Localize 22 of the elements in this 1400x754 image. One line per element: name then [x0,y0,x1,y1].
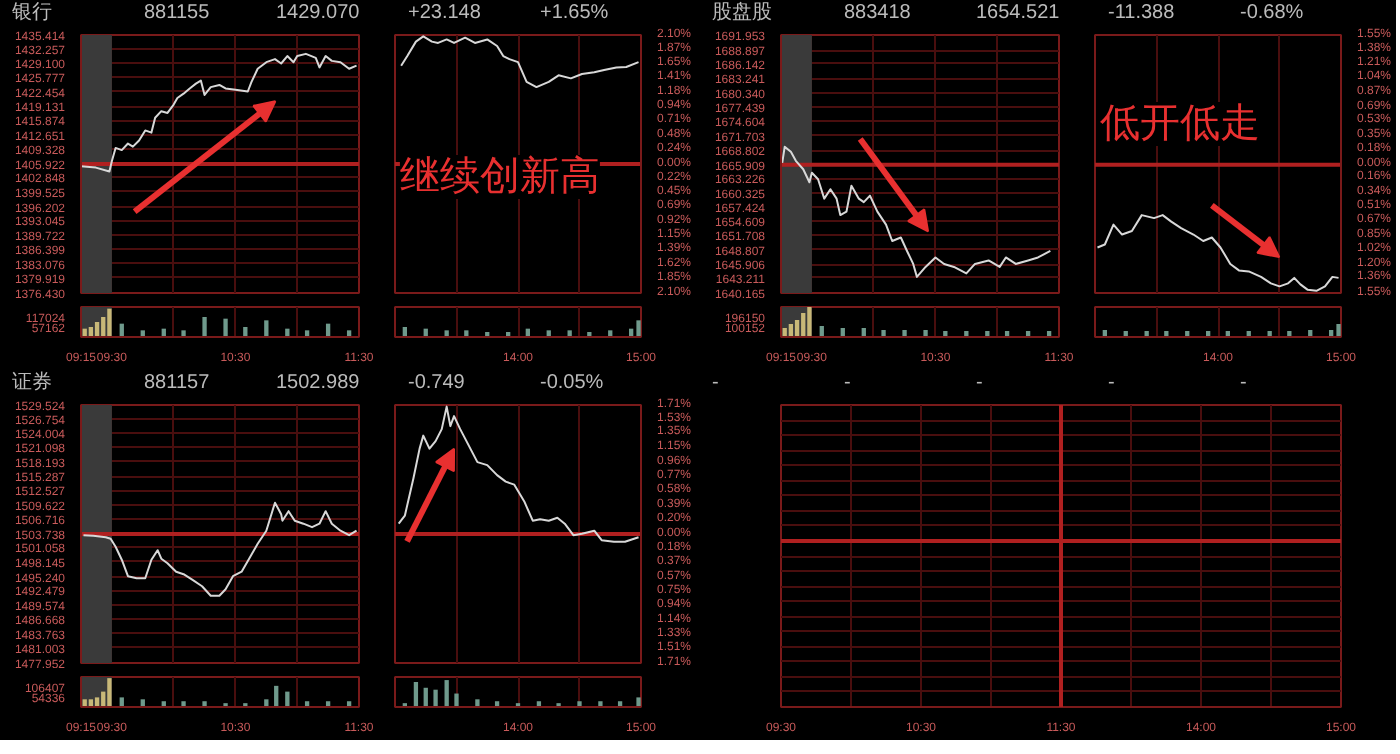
text: 1502.989 [274,370,362,396]
text: - [1106,370,1117,396]
annotation: 继续创新高 [399,152,600,199]
text: - [710,370,721,396]
text: +23.148 [406,0,483,26]
chart-title: 银行 [10,0,54,26]
text: 883418 [842,0,913,26]
text: 881155 [142,0,212,26]
chart-title: 证券 [10,370,54,396]
text: -0.749 [406,370,467,396]
text: 1429.070 [274,0,362,26]
text: 881157 [142,370,212,396]
annotation: 低开低走 [1099,102,1260,147]
text: - [1238,370,1249,396]
text: 1654.521 [974,0,1062,26]
chart-title: 股盘股 [710,0,774,26]
text: - [974,370,985,396]
text: -0.05% [538,370,606,396]
text: +1.65% [538,0,611,26]
text: -11.388 [1106,0,1177,26]
text: - [842,370,853,396]
text: -0.68% [1238,0,1306,26]
